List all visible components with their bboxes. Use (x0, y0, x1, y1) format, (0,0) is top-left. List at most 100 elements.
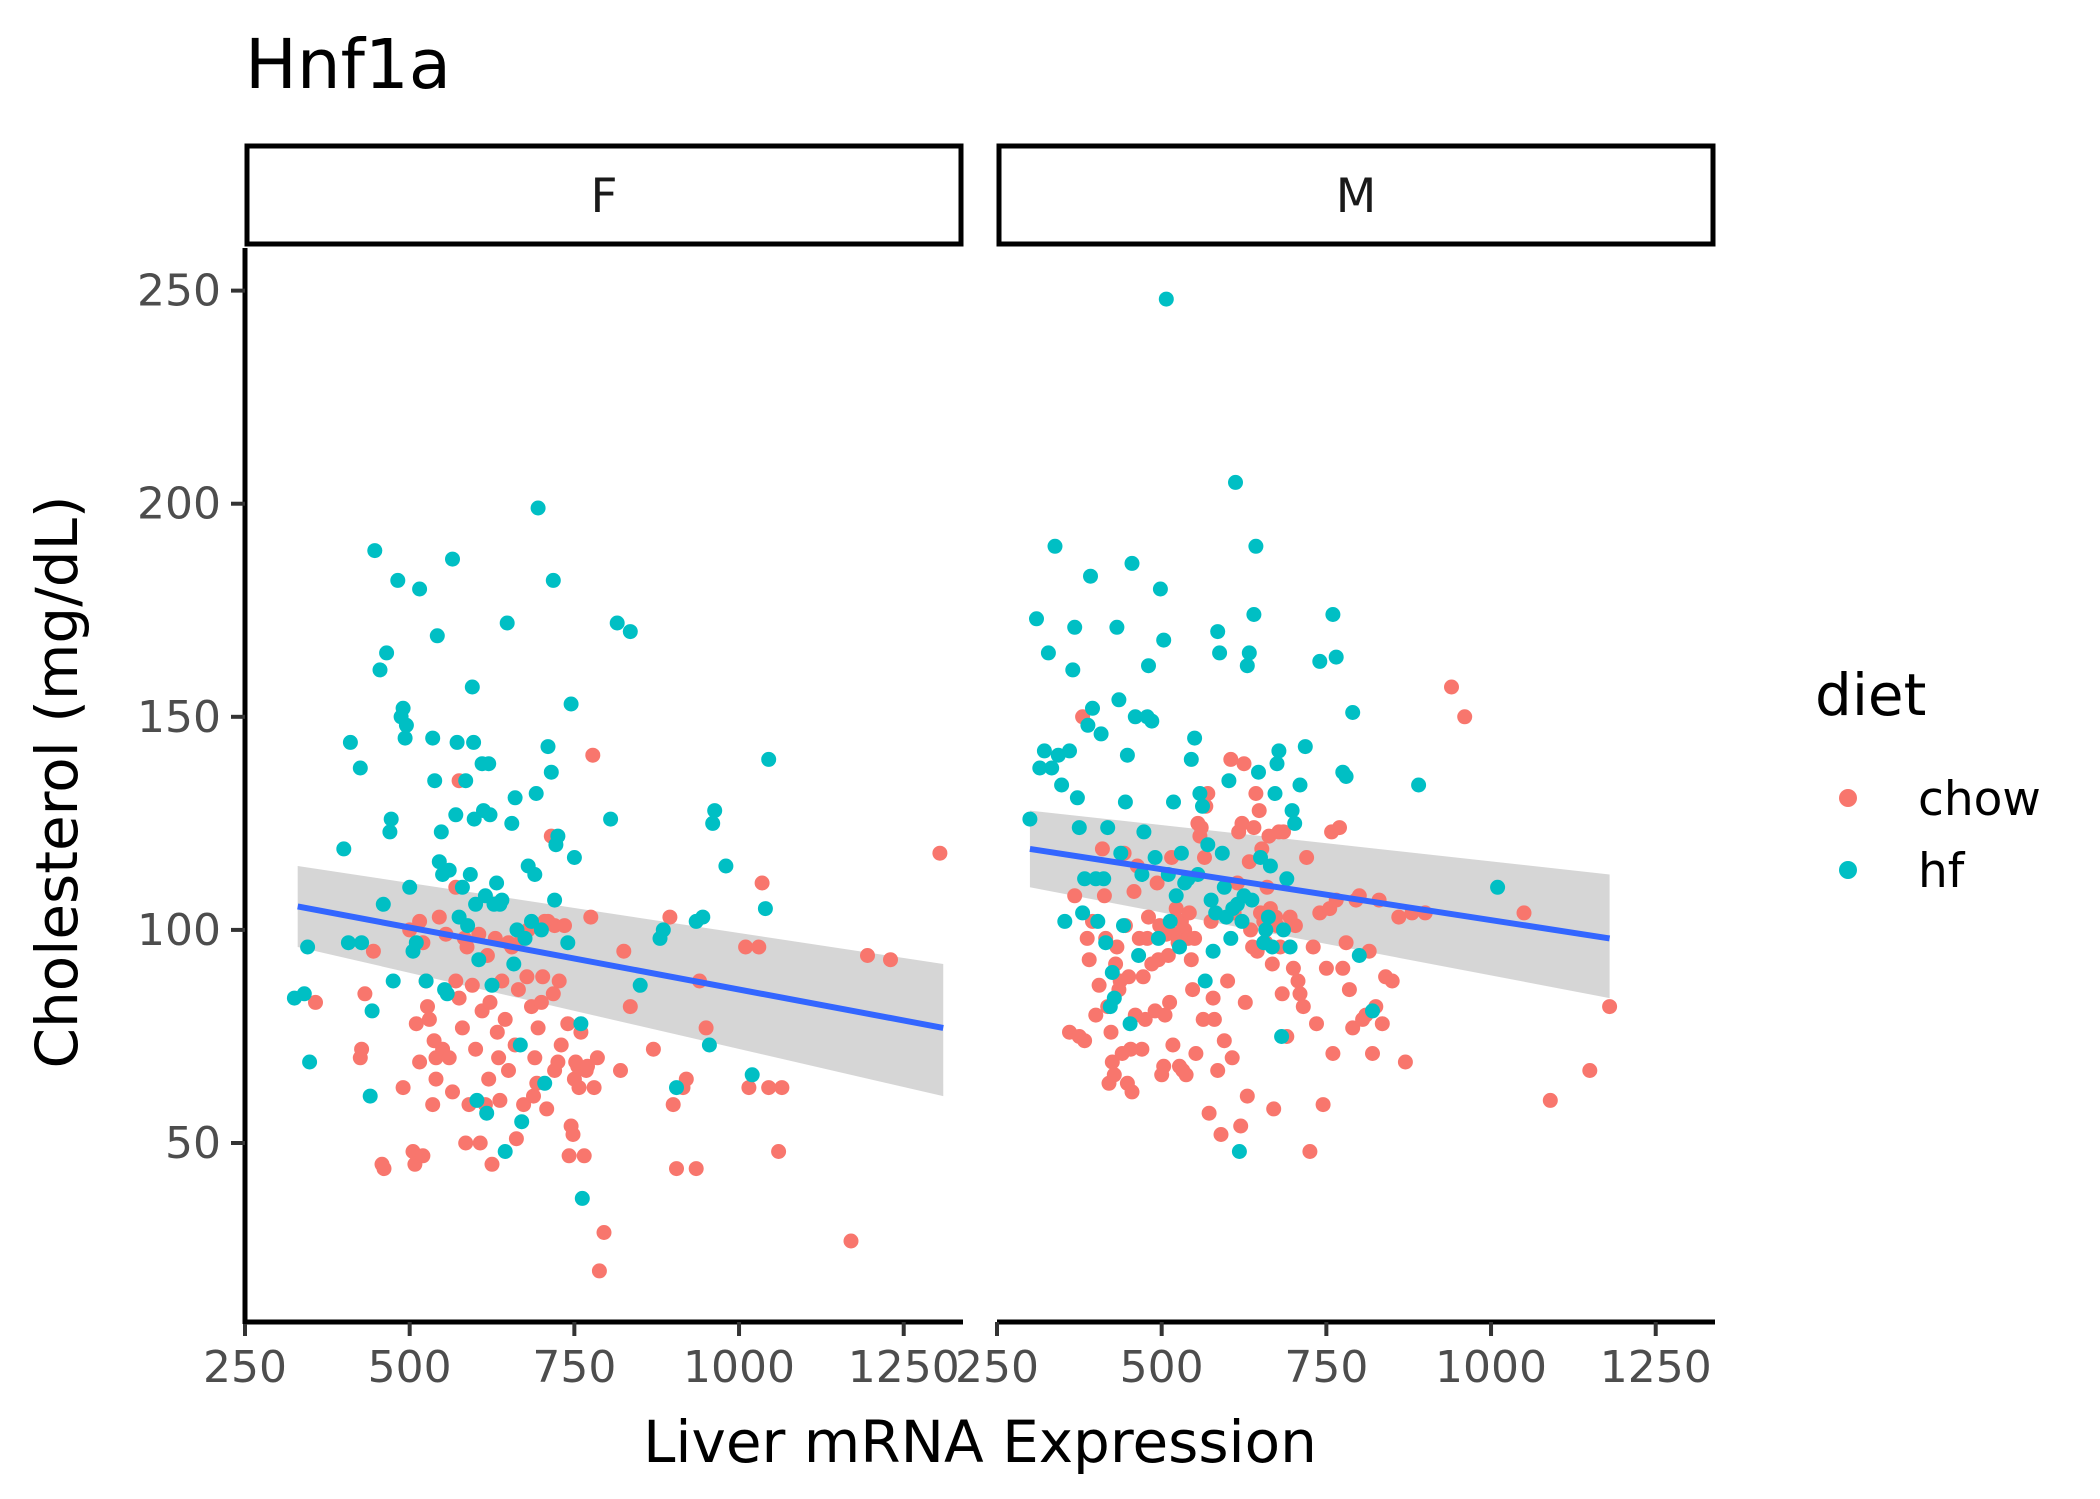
data-point-hf (499, 615, 515, 631)
data-point-hf (603, 811, 619, 827)
data-point-chow (1516, 905, 1532, 921)
data-point-chow (1239, 1088, 1255, 1104)
data-point-hf (395, 700, 411, 716)
data-point-chow (1205, 990, 1221, 1006)
data-point-hf (1205, 943, 1221, 959)
legend-title: diet (1815, 661, 1926, 729)
data-point-chow (1251, 803, 1267, 819)
data-point-hf (1271, 743, 1287, 759)
data-point-chow (445, 1084, 460, 1100)
data-point-hf (1111, 692, 1127, 708)
data-point-hf (1141, 658, 1156, 674)
data-point-hf (1062, 743, 1077, 759)
data-point-hf (302, 1054, 318, 1070)
data-point-hf (372, 662, 388, 678)
facet-strip-label: F (590, 169, 617, 224)
data-point-hf (1093, 726, 1109, 742)
data-point-chow (1106, 1067, 1122, 1083)
data-point-chow (1338, 935, 1354, 951)
data-point-hf (1312, 653, 1328, 669)
data-point-hf (1228, 474, 1243, 490)
data-point-chow (741, 1080, 757, 1096)
data-point-hf (1274, 1029, 1290, 1044)
data-point-chow (560, 1016, 576, 1032)
data-point-chow (425, 1097, 441, 1113)
data-point-hf (1351, 948, 1367, 963)
data-point-hf (1054, 777, 1070, 793)
data-point-hf (1057, 913, 1073, 929)
data-point-hf (460, 918, 476, 934)
data-point-hf (382, 824, 398, 840)
data-point-chow (580, 1058, 595, 1074)
data-point-chow (1309, 1016, 1324, 1032)
data-point-hf (383, 811, 399, 827)
data-point-chow (1295, 999, 1311, 1015)
data-point-hf (1029, 611, 1044, 627)
data-point-hf (390, 572, 406, 588)
data-point-chow (613, 1063, 628, 1078)
data-point-hf (1173, 845, 1189, 861)
data-point-hf (1284, 803, 1300, 819)
x-tick-label: 500 (368, 1342, 452, 1393)
y-axis-title: Cholesterol (mg/dL) (23, 495, 91, 1068)
data-point-hf (1117, 794, 1133, 810)
data-point-hf (530, 500, 546, 516)
data-point-chow (545, 986, 561, 1002)
data-point-hf (1150, 930, 1166, 946)
data-point-hf (1328, 649, 1344, 665)
data-point-chow (1220, 973, 1236, 989)
data-point-chow (774, 1080, 790, 1096)
data-point-hf (757, 901, 773, 917)
data-point-chow (1137, 1011, 1153, 1027)
facet-strip-label: M (1336, 169, 1377, 224)
data-point-chow (550, 1054, 566, 1070)
data-point-chow (1233, 1118, 1249, 1134)
data-point-chow (1444, 679, 1459, 695)
data-point-chow (1088, 1007, 1104, 1023)
data-point-hf (1239, 658, 1255, 674)
data-point-hf (527, 867, 543, 882)
data-point-chow (530, 1020, 546, 1036)
data-point-chow (415, 1148, 431, 1164)
data-point-chow (1149, 875, 1165, 891)
data-point-hf (471, 952, 487, 968)
data-point-hf (1040, 645, 1056, 661)
y-tick-label: 200 (137, 479, 221, 530)
data-point-chow (1197, 850, 1212, 865)
data-point-hf (1080, 717, 1096, 733)
data-point-hf (1166, 794, 1181, 810)
data-point-chow (1188, 1046, 1204, 1061)
data-point-chow (1201, 1105, 1217, 1121)
data-point-hf (1251, 764, 1266, 780)
data-point-hf (1187, 730, 1203, 746)
data-point-chow (771, 1144, 787, 1159)
data-point-hf (375, 896, 391, 912)
data-point-chow (1077, 1033, 1093, 1049)
data-point-hf (1282, 939, 1298, 955)
data-point-hf (458, 773, 474, 789)
data-point-hf (560, 935, 576, 951)
data-point-chow (1302, 1144, 1318, 1159)
data-point-hf (1067, 619, 1083, 635)
data-point-chow (1206, 1011, 1222, 1027)
data-point-hf (462, 867, 478, 882)
data-point-hf (547, 892, 563, 908)
y-tick-label: 50 (165, 1118, 221, 1169)
data-point-hf (1214, 845, 1230, 861)
data-point-hf (705, 815, 721, 831)
data-point-chow (357, 986, 373, 1002)
data-point-chow (688, 1161, 704, 1177)
data-point-chow (1160, 948, 1176, 963)
data-point-chow (533, 994, 549, 1010)
data-point-chow (1187, 930, 1203, 946)
data-point-hf (1248, 538, 1264, 554)
data-point-hf (1071, 820, 1087, 836)
data-point-chow (354, 1041, 370, 1057)
data-point-chow (458, 1135, 474, 1151)
data-point-hf (1279, 871, 1295, 887)
data-point-hf (1104, 965, 1120, 980)
data-point-chow (1290, 973, 1306, 989)
data-point-hf (1044, 760, 1060, 776)
data-point-chow (497, 1011, 513, 1027)
